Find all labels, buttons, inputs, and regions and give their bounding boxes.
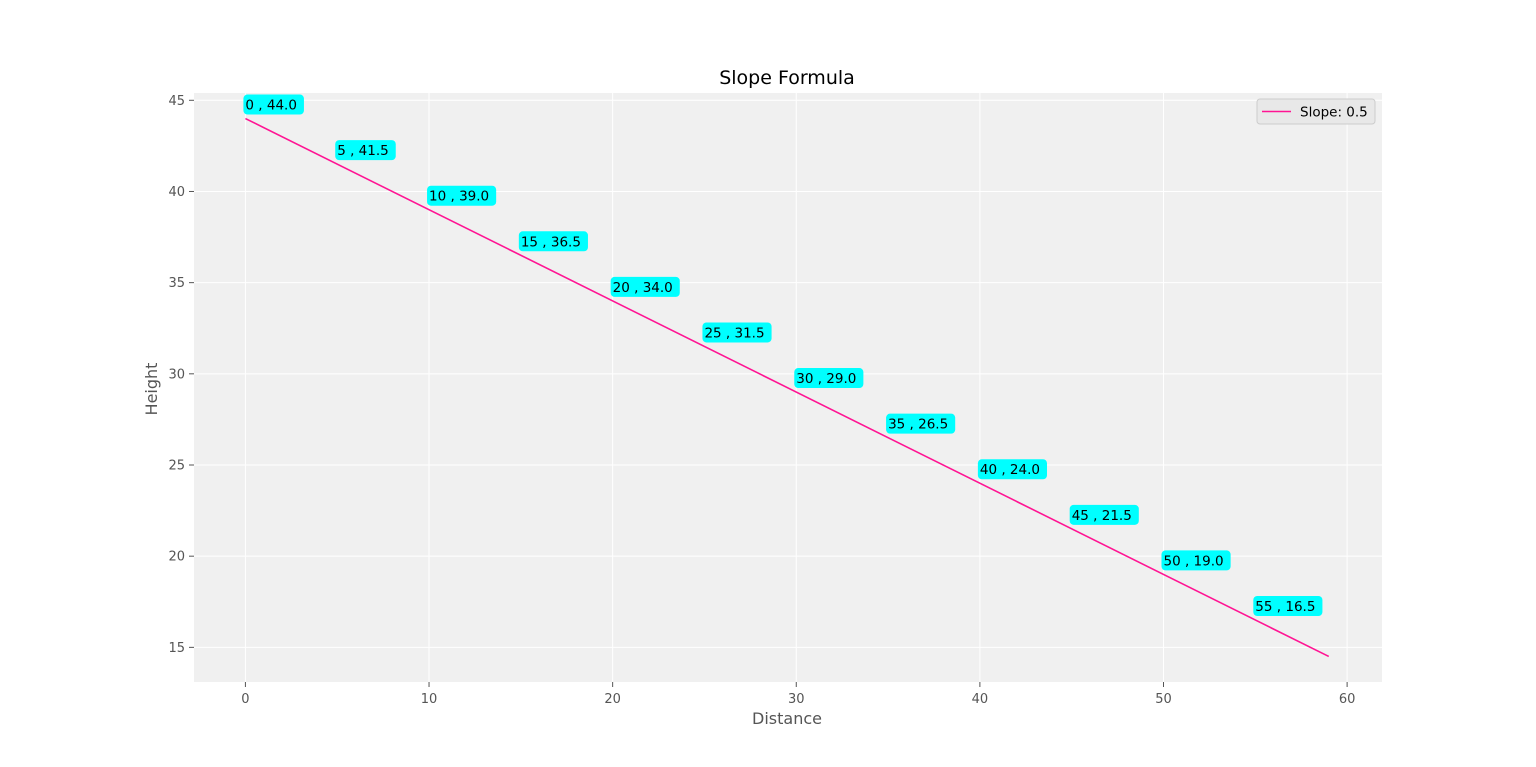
data-label-box [610,276,680,297]
data-label-box [886,413,956,434]
data-label: 20 , 34.0 [610,276,680,297]
x-tick-label: 0 [241,692,249,707]
data-label-box [794,368,864,389]
data-label: 40 , 24.0 [977,459,1048,480]
data-label: 25 , 31.5 [702,322,772,343]
x-tick-label: 40 [972,692,989,707]
x-tick-label: 50 [1155,692,1172,707]
data-label-text: 15 , 36.5 [521,234,581,250]
data-label-box [1253,596,1323,616]
data-label: 35 , 26.5 [886,413,956,434]
x-axis-label: Distance [752,709,822,728]
x-tick-label: 10 [421,692,438,707]
data-label: 30 , 29.0 [794,368,864,389]
x-axis-ticks: 0 10 20 30 40 50 60 [241,682,1355,707]
chart-title: Slope Formula [719,67,855,89]
data-label-text: 35 , 26.5 [888,417,948,433]
data-label-box [427,185,497,206]
data-label-text: 5 , 41.5 [337,143,389,159]
data-label: 45 , 21.5 [1069,504,1139,525]
y-axis-label: Height [142,363,161,416]
y-tick-label: 35 [168,276,185,291]
y-tick-label: 45 [168,94,185,109]
series-layer [245,117,1330,658]
data-label: 0 , 44.0 [243,94,304,115]
data-label: 55 , 16.5 [1253,596,1323,616]
data-label-layer: 0 , 44.0 5 , 41.5 10 , 39.0 15 , 36.5 20 , 3… [243,94,1323,616]
data-label: 10 , 39.0 [427,185,497,206]
data-label-text: 45 , 21.5 [1072,508,1132,524]
y-tick-label: 15 [168,641,185,656]
data-label: 15 , 36.5 [518,231,588,252]
data-label-box [977,459,1048,480]
data-label-text: 55 , 16.5 [1255,599,1315,615]
data-label-box [335,140,396,161]
data-label-box [518,231,588,252]
data-label: 50 , 19.0 [1161,550,1231,571]
data-label-text: 10 , 39.0 [429,189,489,205]
legend-label: Slope: 0.5 [1300,105,1368,121]
x-tick-label: 20 [604,692,621,707]
data-label-box [1161,550,1231,571]
y-tick-label: 25 [168,459,185,474]
data-label-box [1069,504,1139,525]
data-label-text: 50 , 19.0 [1163,553,1223,569]
y-axis-ticks: 15 20 25 30 35 40 45 [168,94,194,656]
x-tick-label: 60 [1339,692,1356,707]
legend-box [1256,98,1376,125]
y-tick-label: 30 [168,367,185,382]
data-label-text: 0 , 44.0 [245,98,297,114]
y-tick-label: 40 [168,185,185,200]
series-line [245,117,1330,658]
data-label-box [243,94,304,115]
y-tick-label: 20 [168,550,185,565]
data-label-text: 40 , 24.0 [980,462,1040,478]
data-label-text: 20 , 34.0 [613,280,673,296]
gridlines [194,93,1382,682]
data-label-box [702,322,772,343]
legend: Slope: 0.5 [1256,98,1376,125]
data-label: 5 , 41.5 [335,140,396,161]
data-label-text: 30 , 29.0 [796,371,856,387]
x-tick-label: 30 [788,692,805,707]
data-label-text: 25 , 31.5 [704,325,764,341]
